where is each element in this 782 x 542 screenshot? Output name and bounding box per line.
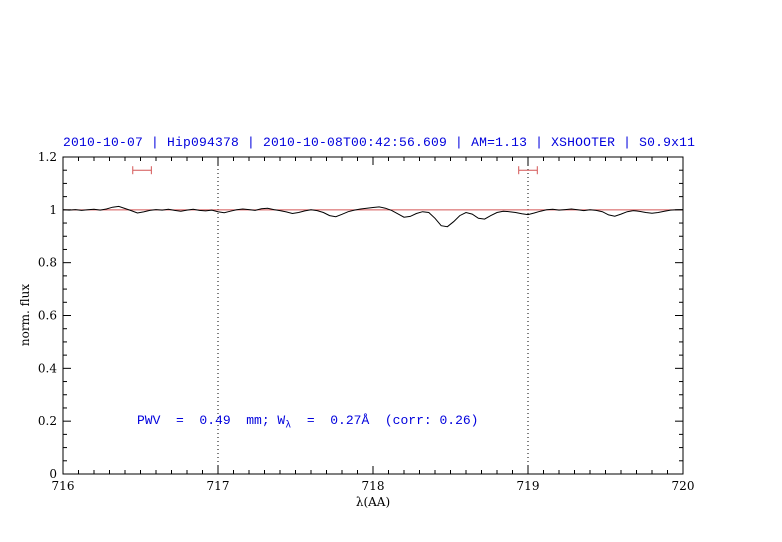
y-tick-label: 0.6	[38, 309, 57, 323]
x-tick-label: 717	[207, 479, 230, 493]
pwv-annotation-sub-lambda: λ	[285, 420, 292, 432]
pwv-annotation-post: = 0.27Å (corr: 0.26)	[291, 413, 479, 428]
spectrum-line	[62, 205, 684, 228]
x-tick-label: 718	[362, 479, 385, 493]
y-axis-label: norm. flux	[18, 283, 32, 347]
y-tick-label: 0.8	[38, 256, 57, 270]
pwv-annotation: PWV = 0.49 mm; Wλ = 0.27Å (corr: 0.26)	[137, 413, 479, 431]
x-axis-label: λ(AA)	[355, 495, 391, 509]
x-tick-label: 720	[672, 479, 695, 493]
pwv-annotation-pre: PWV = 0.49 mm; W	[137, 413, 286, 428]
x-tick-label: 719	[517, 479, 540, 493]
plot-title: 2010-10-07 | Hip094378 | 2010-10-08T00:4…	[63, 135, 696, 150]
x-tick-label: 716	[52, 479, 75, 493]
y-tick-label: 0.4	[38, 361, 57, 375]
y-tick-label: 0.2	[38, 414, 57, 428]
y-tick-label: 0	[49, 467, 57, 481]
y-tick-label: 1	[49, 203, 57, 217]
y-tick-label: 1.2	[38, 150, 57, 164]
